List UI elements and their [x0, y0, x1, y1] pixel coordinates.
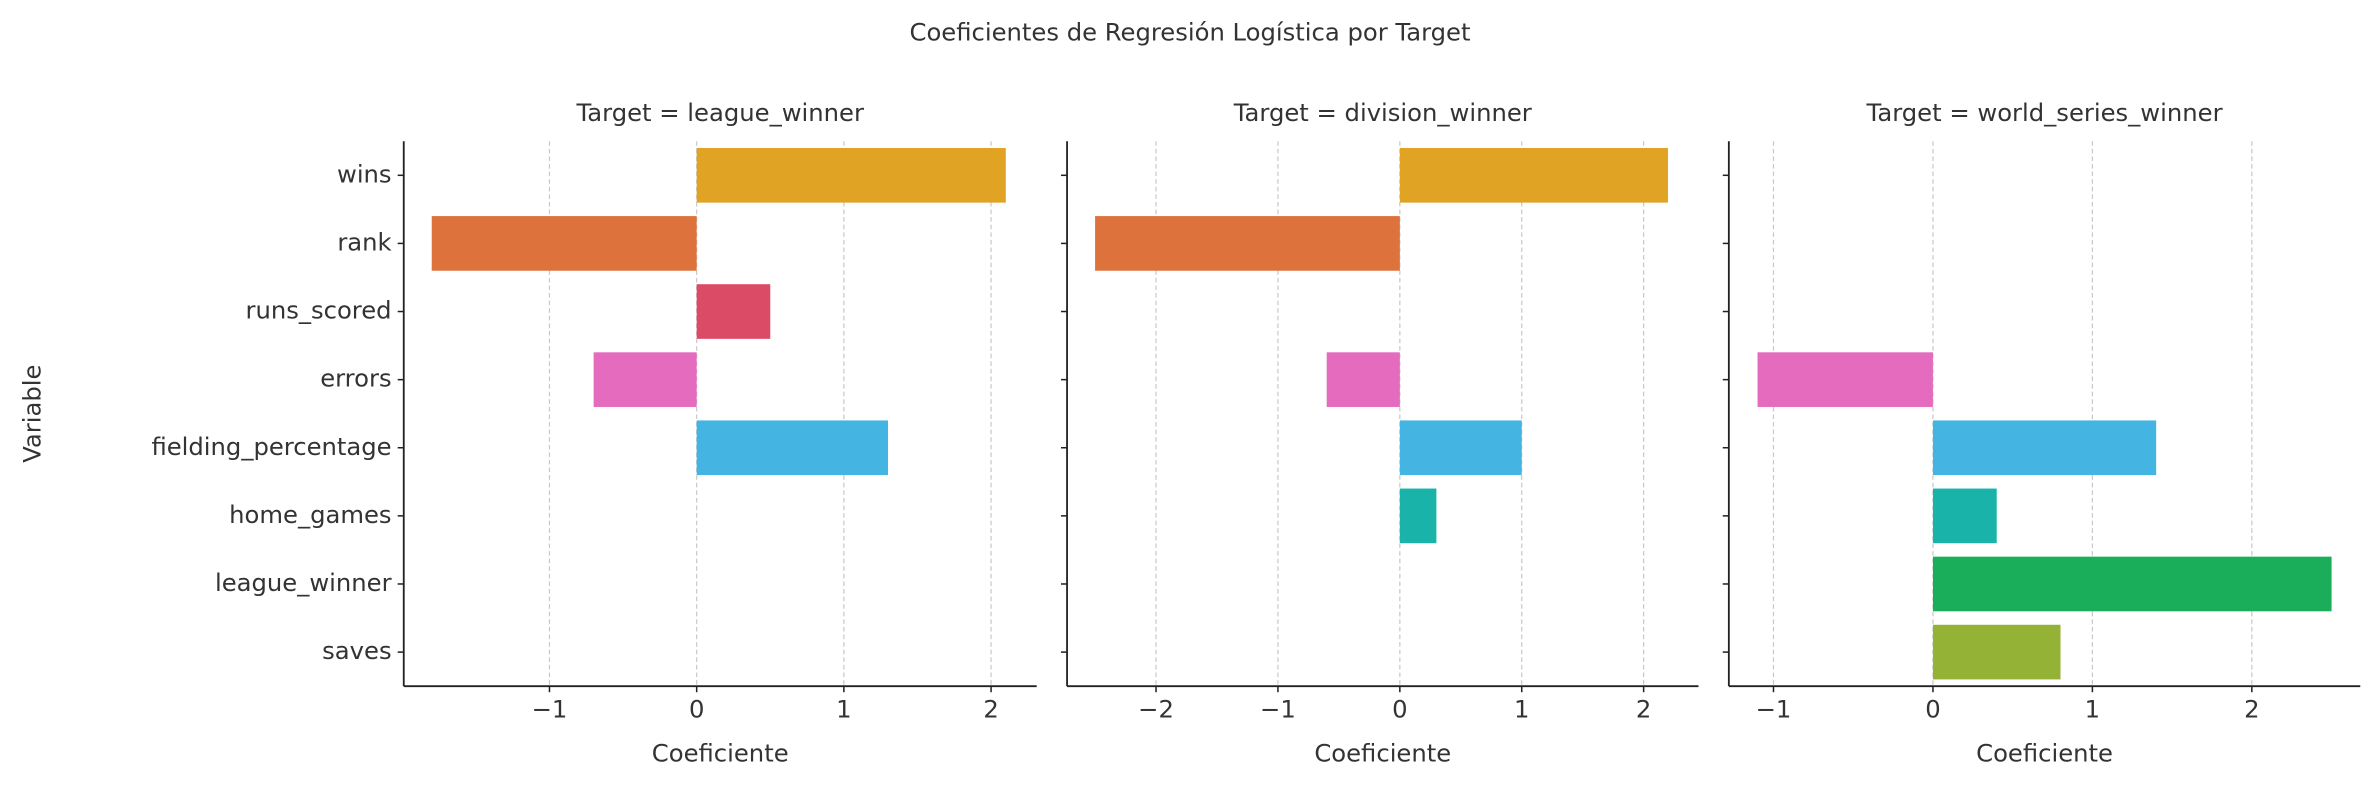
y-tick-label: league_winner	[215, 568, 392, 597]
bar	[1757, 352, 1933, 407]
figure-title: Coeficientes de Regresión Logística por …	[910, 17, 1471, 46]
bar	[696, 284, 771, 339]
bar	[1932, 488, 1997, 544]
x-axis-label: Coeficiente	[652, 738, 789, 767]
y-tick-label: rank	[337, 227, 391, 256]
y-tick-label: runs_scored	[245, 296, 391, 325]
bar	[1399, 147, 1669, 203]
x-tick-label: −1	[532, 694, 568, 723]
bar	[1326, 352, 1400, 407]
y-tick-label: wins	[337, 159, 392, 188]
x-tick-label: 1	[2085, 694, 2100, 723]
y-tick-label: home_games	[229, 500, 391, 529]
panel-title: Target = world_series_winner	[1866, 98, 2223, 127]
bar	[696, 420, 889, 476]
bar	[1399, 420, 1522, 476]
panel-title: Target = division_winner	[1233, 98, 1532, 127]
x-tick-label: −2	[1138, 694, 1174, 723]
bar	[593, 352, 697, 407]
bar	[1399, 488, 1437, 544]
x-axis-label: Coeficiente	[1314, 738, 1451, 767]
x-tick-label: 0	[689, 694, 704, 723]
panel-title: Target = league_winner	[575, 98, 863, 127]
y-tick-label: saves	[322, 636, 391, 665]
x-tick-label: 1	[1514, 694, 1529, 723]
bar	[1932, 556, 2332, 612]
y-tick-label: fielding_percentage	[151, 432, 391, 461]
bar	[1932, 420, 2157, 476]
bar	[431, 216, 697, 271]
x-tick-label: −1	[1756, 694, 1792, 723]
x-tick-label: 1	[836, 694, 851, 723]
y-tick-label: errors	[320, 364, 391, 393]
bar	[1095, 216, 1400, 271]
x-tick-label: 2	[1636, 694, 1651, 723]
x-tick-label: 2	[2244, 694, 2259, 723]
x-tick-label: 2	[983, 694, 998, 723]
x-tick-label: 0	[1925, 694, 1940, 723]
x-tick-label: 0	[1392, 694, 1407, 723]
bar	[696, 147, 1006, 203]
x-tick-label: −1	[1260, 694, 1296, 723]
x-axis-label: Coeficiente	[1976, 738, 2113, 767]
y-axis-label: Variable	[17, 365, 46, 463]
bar	[1932, 624, 2061, 680]
